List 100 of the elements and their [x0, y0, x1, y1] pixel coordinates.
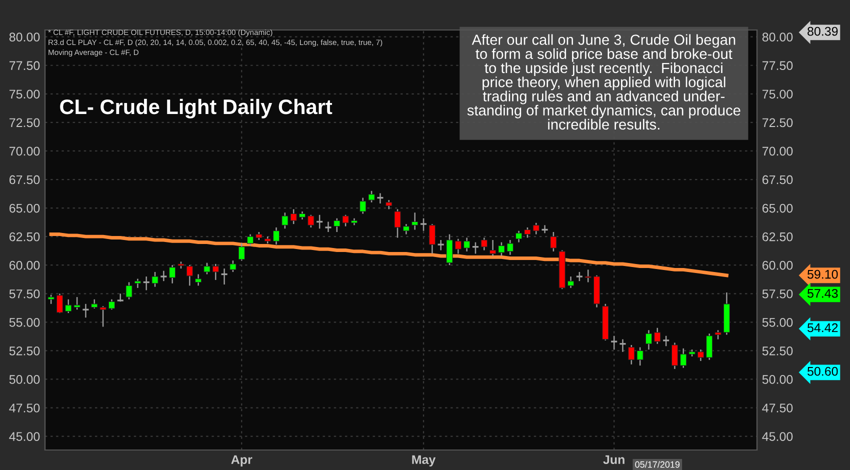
candlestick	[169, 264, 176, 284]
y-tick-label: 50.00	[9, 375, 40, 384]
candlestick	[324, 221, 332, 233]
y2-tick-label: 80.00	[762, 32, 793, 42]
candlestick	[490, 239, 496, 257]
candlestick	[316, 214, 324, 230]
candlestick	[550, 231, 557, 252]
candlestick	[420, 218, 428, 232]
y2-tick-label: 57.50	[762, 289, 793, 298]
y-tick-label: 77.50	[10, 61, 40, 70]
y2-tick-label: 52.50	[762, 346, 793, 356]
candlestick	[56, 293, 64, 314]
candlestick	[446, 234, 453, 266]
candlestick	[186, 264, 193, 286]
candlestick	[308, 214, 314, 228]
y2-tick-label: 47.50	[762, 404, 793, 412]
candlestick	[100, 306, 106, 328]
candlestick	[230, 260, 236, 273]
candlestick	[576, 271, 584, 282]
text: 57.43	[808, 288, 838, 298]
candlestick	[152, 271, 158, 288]
y-tick-label: 57.50	[9, 289, 40, 298]
y2-tick-label: 62.50	[762, 232, 793, 242]
candlestick	[671, 342, 678, 370]
candlestick	[464, 237, 470, 252]
y-tick-label: 75.00	[10, 90, 40, 99]
candlestick	[706, 332, 713, 360]
candlestick	[204, 262, 210, 275]
y-tick-label: 67.50	[9, 175, 40, 184]
y-tick-label: 60.00	[9, 260, 40, 270]
y2-tick-label: 50.00	[762, 375, 793, 384]
y-tick-label: 47.50	[9, 404, 40, 412]
candlestick	[394, 208, 401, 238]
candlestick	[532, 222, 540, 235]
y2-tick-label: 75.00	[762, 90, 793, 99]
text: 05/17/2019	[635, 461, 680, 468]
y2-tick-label: 65.00	[762, 204, 793, 213]
text: CL- Crude Light Daily Chart	[60, 98, 332, 118]
candlestick	[386, 199, 392, 210]
y2-tick-label: 72.50	[762, 118, 793, 128]
y2-tick-label: 67.50	[762, 175, 793, 184]
x-tick-label: May	[412, 455, 436, 467]
candlestick	[697, 348, 704, 362]
candlestick	[412, 212, 418, 230]
candlestick	[116, 293, 124, 302]
candlestick	[220, 268, 228, 286]
y-tick-label: 70.00	[10, 146, 40, 156]
candlestick	[160, 270, 168, 282]
candlestick	[618, 338, 627, 352]
candlestick	[515, 230, 522, 243]
y2-tick-label: 77.50	[762, 61, 793, 70]
candlestick	[272, 226, 280, 246]
y-tick-label: 65.00	[9, 204, 40, 213]
candlestick	[91, 298, 98, 310]
text: 80.39	[808, 26, 838, 36]
candlestick	[454, 238, 462, 254]
y2-tick-label: 45.00	[762, 432, 793, 441]
candlestick	[368, 190, 375, 203]
text: 59.10	[808, 270, 838, 279]
candlestick	[195, 274, 202, 286]
candlestick	[360, 197, 366, 214]
candlestick	[480, 237, 488, 251]
candlestick	[246, 234, 254, 246]
y-tick-label: 55.00	[9, 318, 40, 327]
candlestick	[65, 298, 72, 314]
text: 50.60	[808, 366, 838, 376]
text: 54.42	[808, 323, 838, 332]
candlestick	[402, 223, 410, 235]
candlestick	[662, 335, 670, 347]
y-tick-label: 80.00	[9, 32, 40, 42]
candlestick	[610, 335, 618, 350]
candlestick	[212, 263, 219, 281]
y2-tick-label: 60.00	[762, 260, 793, 270]
annotation: After our call on June 3, Crude Oil began to form a solid price base and broke-out to the upside just recently. Fibonacci price theory, when applied with logical trading rules and an advanced under- standing of market dynamics, can produce incredible results.	[467, 34, 740, 130]
candlestick	[714, 330, 722, 340]
candlestick	[654, 327, 661, 344]
candlestick	[567, 276, 574, 289]
candlestick	[126, 282, 132, 300]
candlestick	[142, 276, 150, 291]
candlestick	[645, 330, 652, 350]
y-tick-label: 52.50	[9, 346, 40, 356]
candlestick	[506, 239, 514, 256]
candlestick	[524, 226, 531, 238]
candlestick	[540, 224, 549, 234]
candlestick	[498, 242, 505, 257]
y-tick-label: 45.00	[9, 432, 40, 441]
y2-tick-label: 55.00	[762, 318, 793, 327]
candlestick	[472, 242, 480, 254]
candlestick	[436, 239, 445, 251]
line-series	[49, 232, 728, 278]
candlestick	[74, 296, 80, 310]
candlestick	[680, 348, 687, 368]
candlestick	[428, 223, 436, 254]
candlestick	[82, 303, 90, 318]
x-tick-label: Apr	[231, 455, 252, 467]
y-tick-label: 72.50	[10, 118, 40, 128]
candlestick	[48, 294, 54, 305]
y-tick-label: 62.50	[9, 232, 40, 242]
candlestick	[376, 192, 384, 204]
candlestick	[108, 298, 116, 310]
